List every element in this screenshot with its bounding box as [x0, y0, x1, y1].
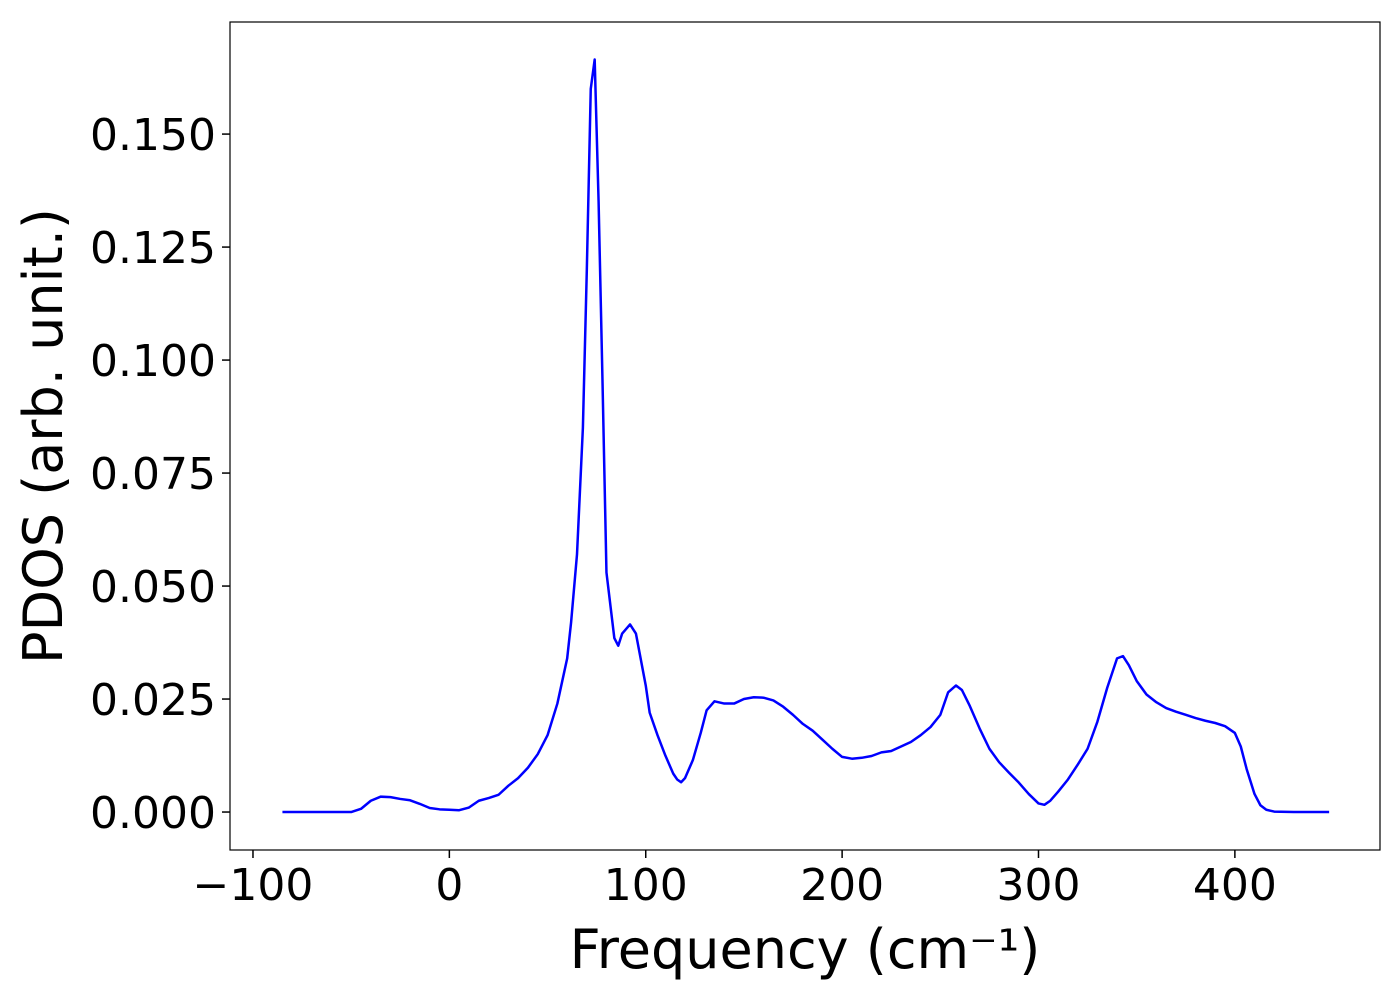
- y-tick-label: 0.150: [90, 110, 216, 161]
- y-tick-label: 0.025: [90, 675, 216, 726]
- y-tick-label: 0.100: [90, 336, 216, 387]
- y-tick-label: 0.075: [90, 449, 216, 500]
- x-tick-label: 100: [604, 860, 688, 911]
- x-tick-label: 200: [800, 860, 884, 911]
- y-axis-label: PDOS (arb. unit.): [12, 208, 75, 664]
- plot-frame: [229, 21, 1381, 851]
- x-tick-label: 300: [997, 860, 1081, 911]
- y-tick-label: 0.000: [90, 788, 216, 839]
- y-tick-label: 0.125: [90, 223, 216, 274]
- x-tick-label: 0: [435, 860, 463, 911]
- x-axis-label: Frequency (cm⁻¹): [570, 918, 1041, 981]
- x-tick-label: −100: [193, 860, 314, 911]
- y-tick-label: 0.050: [90, 562, 216, 613]
- x-tick-label: 400: [1193, 860, 1277, 911]
- data-line: [282, 58, 1330, 814]
